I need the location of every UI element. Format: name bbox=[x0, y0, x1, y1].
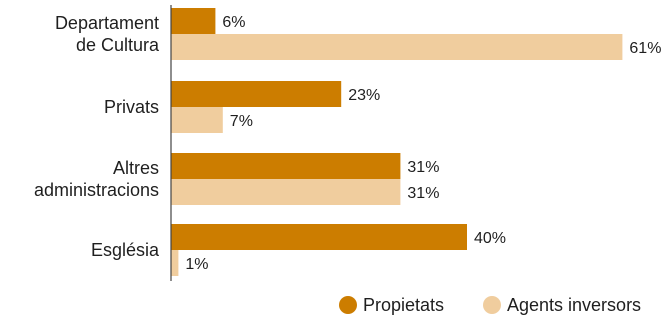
bar-agents-inversors bbox=[171, 250, 179, 276]
legend: Propietats Agents inversors bbox=[339, 295, 641, 315]
bar-agents-inversors bbox=[171, 34, 623, 60]
legend-swatch bbox=[339, 296, 357, 314]
bar-propietats bbox=[171, 81, 342, 107]
bar-propietats bbox=[171, 8, 216, 34]
category-label: Església bbox=[91, 240, 160, 260]
legend-swatch bbox=[483, 296, 501, 314]
bars-group bbox=[171, 8, 623, 276]
legend-label: Propietats bbox=[363, 295, 444, 315]
value-label: 40% bbox=[474, 230, 506, 247]
bar-propietats bbox=[171, 153, 401, 179]
value-label: 31% bbox=[407, 159, 439, 176]
value-label: 23% bbox=[348, 87, 380, 104]
value-label: 61% bbox=[629, 40, 661, 57]
category-label: Privats bbox=[104, 97, 159, 117]
bar-propietats bbox=[171, 224, 467, 250]
category-label: Departament de Cultura bbox=[55, 13, 160, 55]
labels-group: Departament de Cultura 6% 61% Privats 23% 7% Al… bbox=[34, 13, 661, 273]
bar-agents-inversors bbox=[171, 179, 401, 205]
value-label: 31% bbox=[407, 185, 439, 202]
bar-agents-inversors bbox=[171, 107, 223, 133]
legend-label: Agents inversors bbox=[507, 295, 641, 315]
value-label: 7% bbox=[230, 113, 253, 130]
value-label: 6% bbox=[222, 14, 245, 31]
category-label: Altres administracions bbox=[34, 158, 159, 200]
value-label: 1% bbox=[185, 256, 208, 273]
